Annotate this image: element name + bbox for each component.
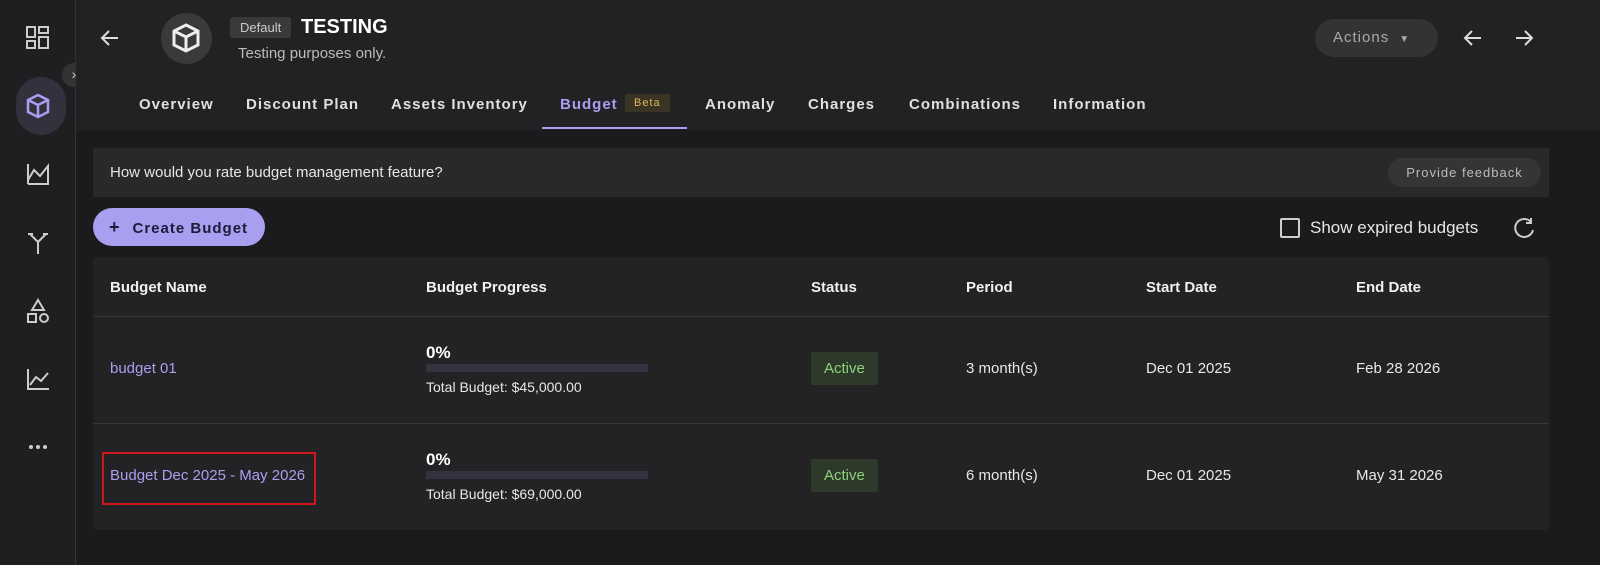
tab-bar xyxy=(76,78,1600,130)
end-date: Feb 28 2026 xyxy=(1356,360,1441,377)
status: Active xyxy=(811,352,878,385)
end-date: May 31 2026 xyxy=(1356,467,1443,484)
tab[interactable]: Information xyxy=(1053,96,1147,113)
progress: 0% xyxy=(426,343,451,362)
column-header: Budget Progress xyxy=(426,279,547,296)
column-header: Status xyxy=(811,279,857,296)
tab[interactable]: Assets Inventory xyxy=(391,96,528,113)
status: Active xyxy=(811,459,878,492)
budget-name[interactable]: budget 01 xyxy=(110,360,177,377)
period: 3 month(s) xyxy=(966,360,1038,377)
split-icon[interactable] xyxy=(22,226,54,258)
resources-icon[interactable] xyxy=(22,90,54,122)
highlight-box xyxy=(102,452,316,505)
active-nav[interactable] xyxy=(16,77,66,135)
period: 6 month(s) xyxy=(966,467,1038,484)
divider xyxy=(93,316,1549,317)
budget-name[interactable]: Budget Dec 2025 - May 2026 xyxy=(110,467,306,484)
title: TESTING xyxy=(301,16,388,38)
create-button[interactable]: + Create Budget xyxy=(93,208,265,246)
trend-icon[interactable] xyxy=(22,363,54,395)
progress-bar xyxy=(426,364,648,372)
checkbox-label: Show expired budgets xyxy=(1310,218,1479,237)
actions-button[interactable]: Actions ▼ xyxy=(1315,19,1438,57)
column-header: Start Date xyxy=(1146,279,1217,296)
feedback-bar xyxy=(93,148,1549,197)
back-button[interactable] xyxy=(98,26,122,50)
create-label: Create Budget xyxy=(132,220,249,237)
shapes-icon[interactable] xyxy=(22,296,54,328)
tab[interactable]: Anomaly xyxy=(705,96,776,113)
feedback-button[interactable]: Provide feedback xyxy=(1388,158,1541,187)
next-button[interactable] xyxy=(1512,26,1536,50)
total-budget: Total Budget: $69,000.00 xyxy=(426,486,582,502)
subtitle: Testing purposes only. xyxy=(238,45,387,62)
tab[interactable]: Overview xyxy=(139,96,214,113)
progress: 0% xyxy=(426,450,451,469)
refresh-button[interactable] xyxy=(1511,215,1537,241)
actions-label: Actions xyxy=(1333,29,1390,46)
start-date: Dec 01 2025 xyxy=(1146,467,1232,484)
checkbox[interactable] xyxy=(1280,218,1300,238)
feedback-question: How would you rate budget management fea… xyxy=(110,164,443,181)
tab[interactable]: Charges xyxy=(808,96,876,113)
sidebar: › xyxy=(0,0,86,565)
tab-active[interactable]: Budget xyxy=(560,96,618,113)
column-header: End Date xyxy=(1356,279,1422,296)
tab-underline xyxy=(542,127,687,129)
progress-bar xyxy=(426,471,648,479)
prev-button[interactable] xyxy=(1461,26,1485,50)
dashboard-icon[interactable] xyxy=(22,22,54,54)
tab[interactable]: Combinations xyxy=(909,96,1021,113)
total-budget: Total Budget: $45,000.00 xyxy=(426,379,582,395)
more-icon[interactable] xyxy=(22,431,54,463)
tab[interactable]: Discount Plan xyxy=(246,96,360,113)
avatar xyxy=(161,13,212,64)
badge: Default xyxy=(230,17,292,38)
divider xyxy=(93,423,1549,424)
start-date: Dec 01 2025 xyxy=(1146,360,1232,377)
column-header: Budget Name xyxy=(110,279,207,296)
beta-badge: Beta xyxy=(625,94,670,112)
chart-icon[interactable] xyxy=(22,158,54,190)
column-header: Period xyxy=(966,279,1013,296)
